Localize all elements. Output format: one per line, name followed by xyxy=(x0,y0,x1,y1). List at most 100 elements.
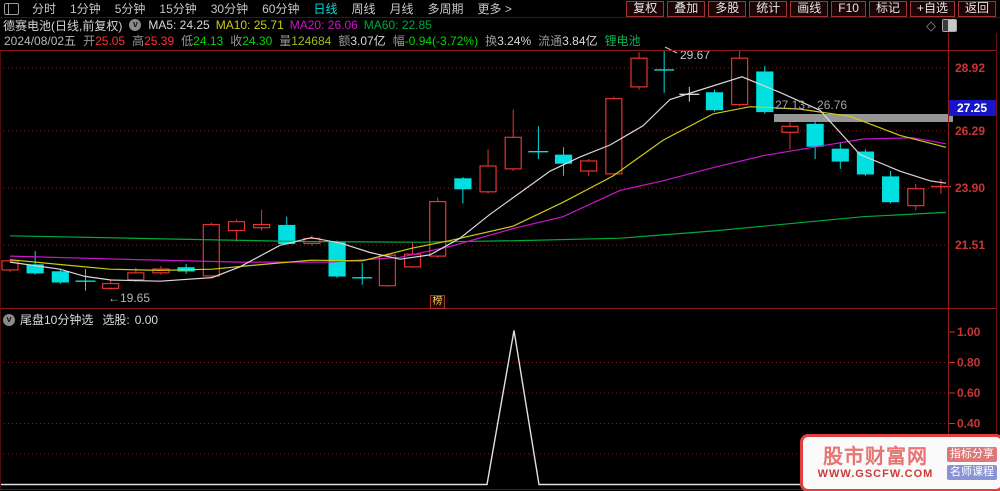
toolbar-buttons: 复权 叠加 多股 统计 画线 F10 标记 +自选 返回 xyxy=(626,0,996,17)
candle xyxy=(504,109,522,172)
field-量: 量124684 xyxy=(279,34,332,48)
watermark-badge-2: 名师课程 xyxy=(947,464,997,480)
period-tab-15分钟[interactable]: 15分钟 xyxy=(159,2,197,16)
ma-line-MA5 xyxy=(9,76,947,282)
candle xyxy=(580,159,598,176)
candle xyxy=(278,216,296,246)
candle xyxy=(907,183,925,211)
ohlc-fields: 开25.05 高25.39 低24.13 收24.30 量124684 额3.07亿 幅-0… xyxy=(83,32,597,49)
signal-label: 选股: xyxy=(102,313,130,327)
current-price-text: 27.25 xyxy=(957,101,987,115)
rank-badge[interactable]: 榜 xyxy=(430,295,445,309)
period-tab-60分钟[interactable]: 60分钟 xyxy=(262,2,300,16)
candle xyxy=(75,268,96,291)
indicator-axis-label: 1.00 xyxy=(957,325,981,339)
watermark-card: 股市财富网 WWW.GSCFW.COM 指标分享 名师课程 xyxy=(800,434,1000,491)
candle xyxy=(806,121,824,160)
signal-line xyxy=(0,330,946,486)
period-tab-月线[interactable]: 月线 xyxy=(389,2,414,16)
toolbar-button-复权[interactable]: 复权 xyxy=(626,0,665,17)
period-tab-1分钟[interactable]: 1分钟 xyxy=(70,2,101,16)
candle xyxy=(378,253,396,287)
indicator-panel: 1.00 0.80 0.60 0.40 xyxy=(0,325,981,486)
info-bar: 2024/08/02五 开25.05 高25.39 低24.13 收24.30 量124… xyxy=(4,33,641,48)
candle xyxy=(479,149,497,194)
stock-title[interactable]: 德赛电池(日线,前复权) xyxy=(3,18,123,33)
toolbar-button-叠加[interactable]: 叠加 xyxy=(667,0,706,17)
period-tab-分时[interactable]: 分时 xyxy=(32,2,57,16)
candle xyxy=(253,209,271,231)
period-tab-5分钟[interactable]: 5分钟 xyxy=(114,2,146,16)
toolbar-button-画线[interactable]: 画线 xyxy=(790,0,829,17)
candles xyxy=(1,50,951,291)
ma-line-MA10 xyxy=(9,106,947,272)
toolbar-button-+自选[interactable]: +自选 xyxy=(909,0,955,17)
watermark-site-url: WWW.GSCFW.COM xyxy=(817,467,934,480)
candle xyxy=(630,52,648,90)
field-幅: 幅-0.94(-3.72%) xyxy=(392,34,479,48)
price-axis-label: 26.29 xyxy=(955,124,985,138)
period-tab-多周期[interactable]: 多周期 xyxy=(427,2,464,16)
toolbar-button-统计[interactable]: 统计 xyxy=(749,0,788,17)
ma-label: MA5: 24.25 xyxy=(148,18,210,32)
candle xyxy=(705,89,724,112)
ma-line-MA60 xyxy=(9,211,947,243)
candle xyxy=(756,66,774,114)
price-axis-label: 21.51 xyxy=(955,238,985,252)
price-axis-label: 28.92 xyxy=(955,61,985,75)
indicator-name[interactable]: 尾盘10分钟选 xyxy=(20,313,94,327)
candle xyxy=(605,96,623,176)
price-gridlines: 28.92 26.29 23.90 21.51 xyxy=(0,61,985,252)
split-window-icon[interactable] xyxy=(942,19,957,32)
toolbar-button-多股[interactable]: 多股 xyxy=(708,0,747,17)
date-label: 2024/08/02五 xyxy=(4,34,77,48)
field-流通: 流通3.84亿 xyxy=(538,34,598,48)
period-tab-日线[interactable]: 日线 xyxy=(313,2,338,16)
period-toolbar: 分时 1分钟 5分钟 15分钟 30分钟 60分钟 日线 周线 月线 多周期 更多 > 复权 叠加 多股… xyxy=(0,0,1000,17)
candle xyxy=(731,51,749,107)
candle xyxy=(856,149,875,176)
ma-label: MA20: 26.06 xyxy=(289,18,358,32)
field-换: 换3.24% xyxy=(485,34,532,48)
candle xyxy=(202,222,220,278)
candle xyxy=(102,279,120,290)
watermark-badge-1: 指标分享 xyxy=(947,446,997,462)
chevron-down-icon[interactable]: v xyxy=(129,19,142,31)
field-开: 开25.05 xyxy=(83,34,126,48)
period-tab-30分钟[interactable]: 30分钟 xyxy=(210,2,249,16)
chart-annotation: 29.67 xyxy=(680,48,710,62)
candle xyxy=(679,86,700,102)
watermark-site-name: 股市财富网 xyxy=(823,445,928,468)
toolbar-button-F10[interactable]: F10 xyxy=(831,0,866,17)
period-tab-周线[interactable]: 周线 xyxy=(351,2,376,16)
diamond-icon[interactable]: ◇ xyxy=(926,17,936,33)
field-高: 高25.39 xyxy=(132,34,175,48)
candle xyxy=(227,219,246,242)
period-tabs: 分时 1分钟 5分钟 15分钟 30分钟 60分钟 日线 周线 月线 多周期 更多 > xyxy=(25,0,519,17)
indicator-axis-label: 0.40 xyxy=(957,417,981,431)
candle xyxy=(881,171,900,204)
candle xyxy=(177,263,195,274)
field-收: 收24.30 xyxy=(230,34,273,48)
header-right-icons: ◇ xyxy=(926,19,957,32)
ma-line-MA20 xyxy=(9,137,947,263)
candle xyxy=(930,178,951,194)
stock-header-row: 德赛电池(日线,前复权) v MA5: 24.25 MA10: 25.71 MA20… xyxy=(3,16,438,34)
ma-label: MA10: 25.71 xyxy=(215,18,284,32)
candle xyxy=(1,259,19,273)
chevron-down-icon[interactable]: v xyxy=(3,313,15,326)
window-layout-icon[interactable] xyxy=(4,2,19,15)
toolbar-button-返回[interactable]: 返回 xyxy=(957,0,996,17)
sector-tag[interactable]: 锂电池 xyxy=(604,34,641,48)
price-axis-label: 23.90 xyxy=(955,181,985,195)
period-tab-更多 >[interactable]: 更多 > xyxy=(477,2,512,16)
signal-value: 0.00 xyxy=(134,312,159,327)
candle xyxy=(781,121,799,150)
candle xyxy=(654,50,675,93)
ma-legend: MA5: 24.25 MA10: 25.71 MA20: 26.06 MA60: 22… xyxy=(148,16,438,34)
candle xyxy=(328,240,346,278)
candle xyxy=(352,263,373,285)
candle xyxy=(454,176,472,204)
toolbar-button-标记[interactable]: 标记 xyxy=(868,0,907,17)
